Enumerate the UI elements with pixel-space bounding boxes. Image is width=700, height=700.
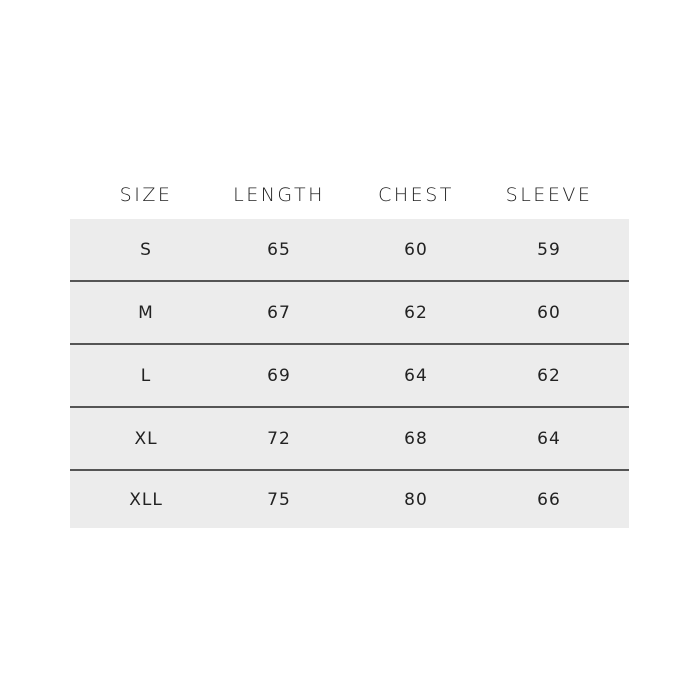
table-row: XL 72 68 64 (70, 408, 629, 471)
header-sleeve: SLEEVE (505, 184, 593, 206)
table-cell: 64 (537, 428, 561, 449)
header-size: SIZE (119, 184, 173, 206)
table-cell: 69 (267, 365, 291, 386)
table-cell: 60 (537, 302, 561, 323)
table-cell: S (140, 239, 152, 260)
table-cell: XLL (129, 489, 163, 510)
size-table: S 65 60 59 M 67 62 60 L 69 64 62 XL 72 68 64 XLL 75 80 66 (70, 219, 629, 528)
table-cell: 66 (537, 489, 561, 510)
table-cell: 72 (267, 428, 291, 449)
table-cell: 59 (537, 239, 561, 260)
table-cell: L (140, 365, 152, 386)
table-row: XLL 75 80 66 (70, 471, 629, 528)
table-row: L 69 64 62 (70, 345, 629, 408)
header-chest: CHEST (378, 184, 454, 206)
table-cell: 75 (267, 489, 291, 510)
table-cell: 80 (404, 489, 428, 510)
table-cell: 65 (267, 239, 291, 260)
table-cell: XL (134, 428, 158, 449)
table-header: SIZE LENGTH CHEST SLEEVE (70, 184, 629, 212)
table-cell: M (138, 302, 154, 323)
table-cell: 68 (404, 428, 428, 449)
table-cell: 64 (404, 365, 428, 386)
header-length: LENGTH (233, 184, 325, 206)
table-row: M 67 62 60 (70, 282, 629, 345)
table-cell: 67 (267, 302, 291, 323)
table-row: S 65 60 59 (70, 219, 629, 282)
table-cell: 62 (537, 365, 561, 386)
table-cell: 60 (404, 239, 428, 260)
table-cell: 62 (404, 302, 428, 323)
